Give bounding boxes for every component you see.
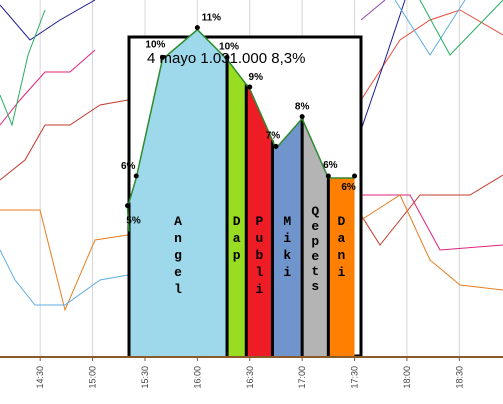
x-tick-label: 14:30 bbox=[35, 366, 45, 389]
data-point bbox=[159, 54, 165, 60]
data-point bbox=[247, 84, 253, 90]
segment-area bbox=[302, 118, 329, 357]
chart-title: 4 mayo 1.031.000 8,3% bbox=[147, 50, 305, 67]
segment-area bbox=[129, 29, 228, 357]
background-series-line bbox=[0, 49, 96, 126]
background-series-line bbox=[0, 99, 129, 181]
x-tick-label: 16:30 bbox=[245, 366, 255, 389]
segment-area bbox=[328, 178, 355, 356]
x-tick-label: 17:00 bbox=[297, 366, 307, 389]
data-label: 10% bbox=[145, 39, 165, 50]
data-point bbox=[299, 114, 305, 120]
x-tick-label: 18:30 bbox=[454, 366, 464, 389]
background-series-line bbox=[0, 249, 129, 306]
x-tick-label: 16:00 bbox=[192, 366, 202, 389]
data-label: 6% bbox=[121, 161, 136, 172]
data-point bbox=[124, 203, 130, 209]
data-point bbox=[273, 143, 279, 149]
background-series-line bbox=[360, 9, 503, 101]
x-tick-label: 17:30 bbox=[350, 366, 360, 389]
background-series-line bbox=[360, 0, 386, 21]
data-point bbox=[325, 173, 331, 179]
data-point bbox=[352, 173, 358, 179]
x-tick-label: 15:00 bbox=[88, 366, 98, 389]
x-tick-label: 15:30 bbox=[140, 366, 150, 389]
data-label: 7% bbox=[266, 130, 281, 141]
segment-area bbox=[272, 118, 303, 357]
data-label: 6% bbox=[341, 182, 356, 193]
background-series-line bbox=[360, 174, 503, 246]
background-series-line bbox=[361, 194, 503, 251]
segment-area bbox=[246, 84, 273, 356]
x-axis: 14:30 15:00 15:30 16:00 16:30 17:00 17:30 18:00… bbox=[0, 356, 503, 389]
data-label: 11% bbox=[202, 13, 222, 24]
data-point bbox=[224, 54, 230, 60]
background-series-line bbox=[0, 9, 46, 127]
background-series-line bbox=[419, 0, 503, 56]
data-label: 10% bbox=[219, 41, 239, 52]
data-label: 8% bbox=[295, 102, 310, 113]
background-series-line bbox=[360, 194, 503, 291]
x-tick-label: 18:00 bbox=[402, 366, 412, 389]
background-series-line bbox=[360, 0, 406, 131]
background-series-line bbox=[0, 209, 129, 312]
data-label: 5% bbox=[126, 216, 141, 227]
background-series bbox=[0, 0, 503, 312]
background-series-line bbox=[0, 0, 96, 41]
data-point bbox=[133, 173, 139, 179]
background-series-line bbox=[394, 0, 466, 56]
data-label: 6% bbox=[323, 160, 338, 171]
data-points: 5%6%10%11%10%9%7%8%6%6% bbox=[121, 13, 358, 227]
data-point bbox=[194, 25, 200, 31]
data-label: 9% bbox=[249, 72, 264, 83]
segment-area bbox=[227, 59, 247, 356]
